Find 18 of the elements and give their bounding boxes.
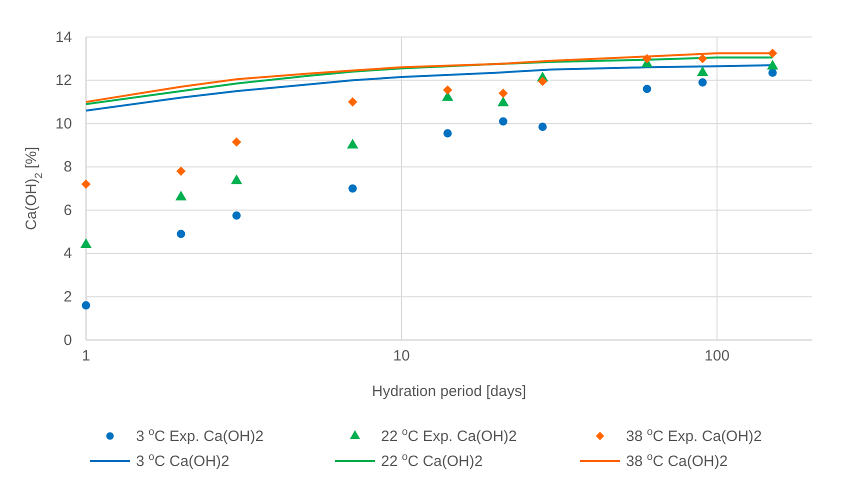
legend-label: 3 $^{o}$C Ca(OH)2 [136,451,230,470]
y-tick-label: 10 [55,115,72,132]
y-tick-label: 12 [55,72,72,90]
y-tick-label: 0 [64,332,72,349]
x-axis-title: Hydration period [days] [372,383,526,400]
legend-label: 38 $^{o}$C Exp. Ca(OH)2 [626,426,762,445]
legend-label: 38 $^{o}$C Ca(OH)2 [626,451,728,470]
x-tick-label: 100 [704,348,730,365]
y-tick-label: 8 [64,158,72,176]
y-tick-label: 6 [64,202,72,219]
x-tick-label: 1 [82,348,90,365]
y-tick-label: 2 [64,288,72,306]
y-tick-label: 14 [55,28,72,46]
y-tick-label: 4 [64,245,72,262]
legend-label: 22 $^{o}$C Exp. Ca(OH)2 [381,426,517,445]
legend-label: 3 $^{o}$C Exp. Ca(OH)2 [136,426,264,445]
legend-label: 22 $^{o}$C Ca(OH)2 [381,451,483,470]
x-tick-label: 10 [393,348,410,365]
